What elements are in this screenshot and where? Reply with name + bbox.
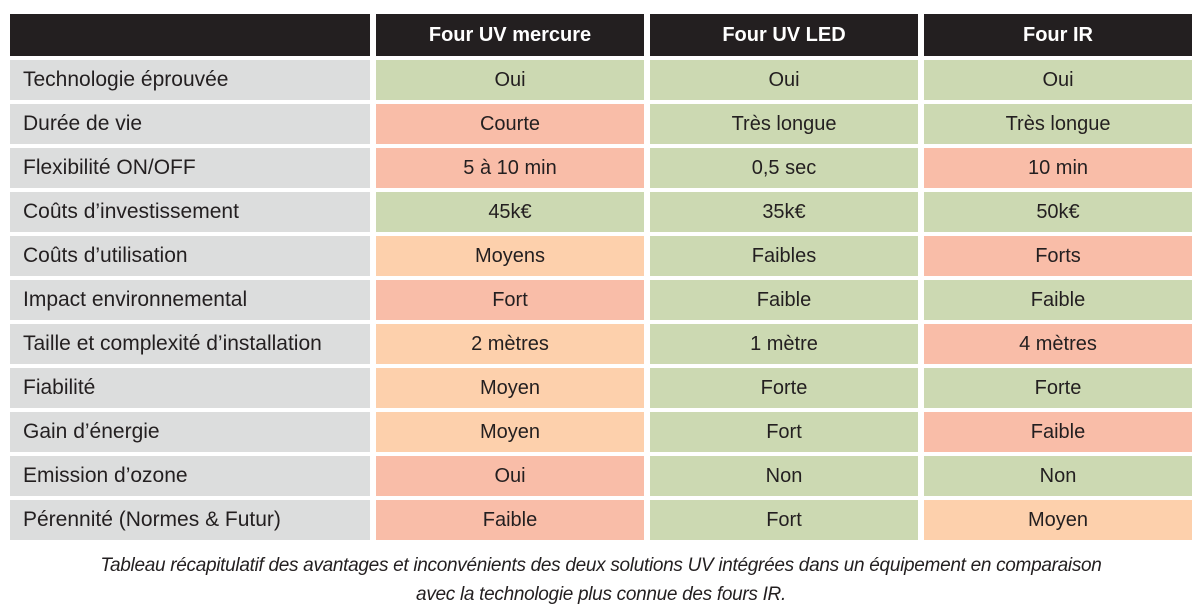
value-cell: Oui (376, 456, 644, 496)
row-label: Pérennité (Normes & Futur) (10, 500, 370, 540)
row-label: Flexibilité ON/OFF (10, 148, 370, 188)
row-label: Taille et complexité d’installation (10, 324, 370, 364)
value-cell: Moyen (924, 500, 1192, 540)
value-cell: Oui (924, 60, 1192, 100)
value-cell: 5 à 10 min (376, 148, 644, 188)
value-cell: Faible (924, 412, 1192, 452)
value-cell: Moyen (376, 412, 644, 452)
value-cell: 10 min (924, 148, 1192, 188)
corner-cell (10, 14, 370, 56)
row-label: Fiabilité (10, 368, 370, 408)
row-label: Emission d’ozone (10, 456, 370, 496)
value-cell: 1 mètre (650, 324, 918, 364)
table-caption: Tableau récapitulatif des avantages et i… (100, 555, 1102, 605)
row-label: Technologie éprouvée (10, 60, 370, 100)
row-label: Gain d’énergie (10, 412, 370, 452)
value-cell: Fort (650, 412, 918, 452)
value-cell: Fort (376, 280, 644, 320)
column-header-four-uv-led: Four UV LED (650, 14, 918, 56)
value-cell: Oui (650, 60, 918, 100)
value-cell: 50k€ (924, 192, 1192, 232)
value-cell: Faible (650, 280, 918, 320)
value-cell: Faible (376, 500, 644, 540)
row-label: Durée de vie (10, 104, 370, 144)
value-cell: Fort (650, 500, 918, 540)
value-cell: 45k€ (376, 192, 644, 232)
row-label: Coûts d’utilisation (10, 236, 370, 276)
value-cell: Moyens (376, 236, 644, 276)
value-cell: 35k€ (650, 192, 918, 232)
value-cell: Non (924, 456, 1192, 496)
caption-container: Tableau récapitulatif des avantages et i… (0, 551, 1202, 609)
value-cell: Oui (376, 60, 644, 100)
row-label: Impact environnemental (10, 280, 370, 320)
value-cell: Courte (376, 104, 644, 144)
value-cell: 0,5 sec (650, 148, 918, 188)
value-cell: Non (650, 456, 918, 496)
value-cell: Forte (924, 368, 1192, 408)
row-label: Coûts d’investissement (10, 192, 370, 232)
value-cell: Très longue (650, 104, 918, 144)
column-header-four-ir: Four IR (924, 14, 1192, 56)
value-cell: Faibles (650, 236, 918, 276)
value-cell: 4 mètres (924, 324, 1192, 364)
value-cell: Faible (924, 280, 1192, 320)
comparison-table: Four UV mercure Four UV LED Four IR Tech… (10, 14, 1192, 540)
column-header-four-uv-mercure: Four UV mercure (376, 14, 644, 56)
value-cell: 2 mètres (376, 324, 644, 364)
value-cell: Forts (924, 236, 1192, 276)
value-cell: Moyen (376, 368, 644, 408)
value-cell: Très longue (924, 104, 1192, 144)
value-cell: Forte (650, 368, 918, 408)
